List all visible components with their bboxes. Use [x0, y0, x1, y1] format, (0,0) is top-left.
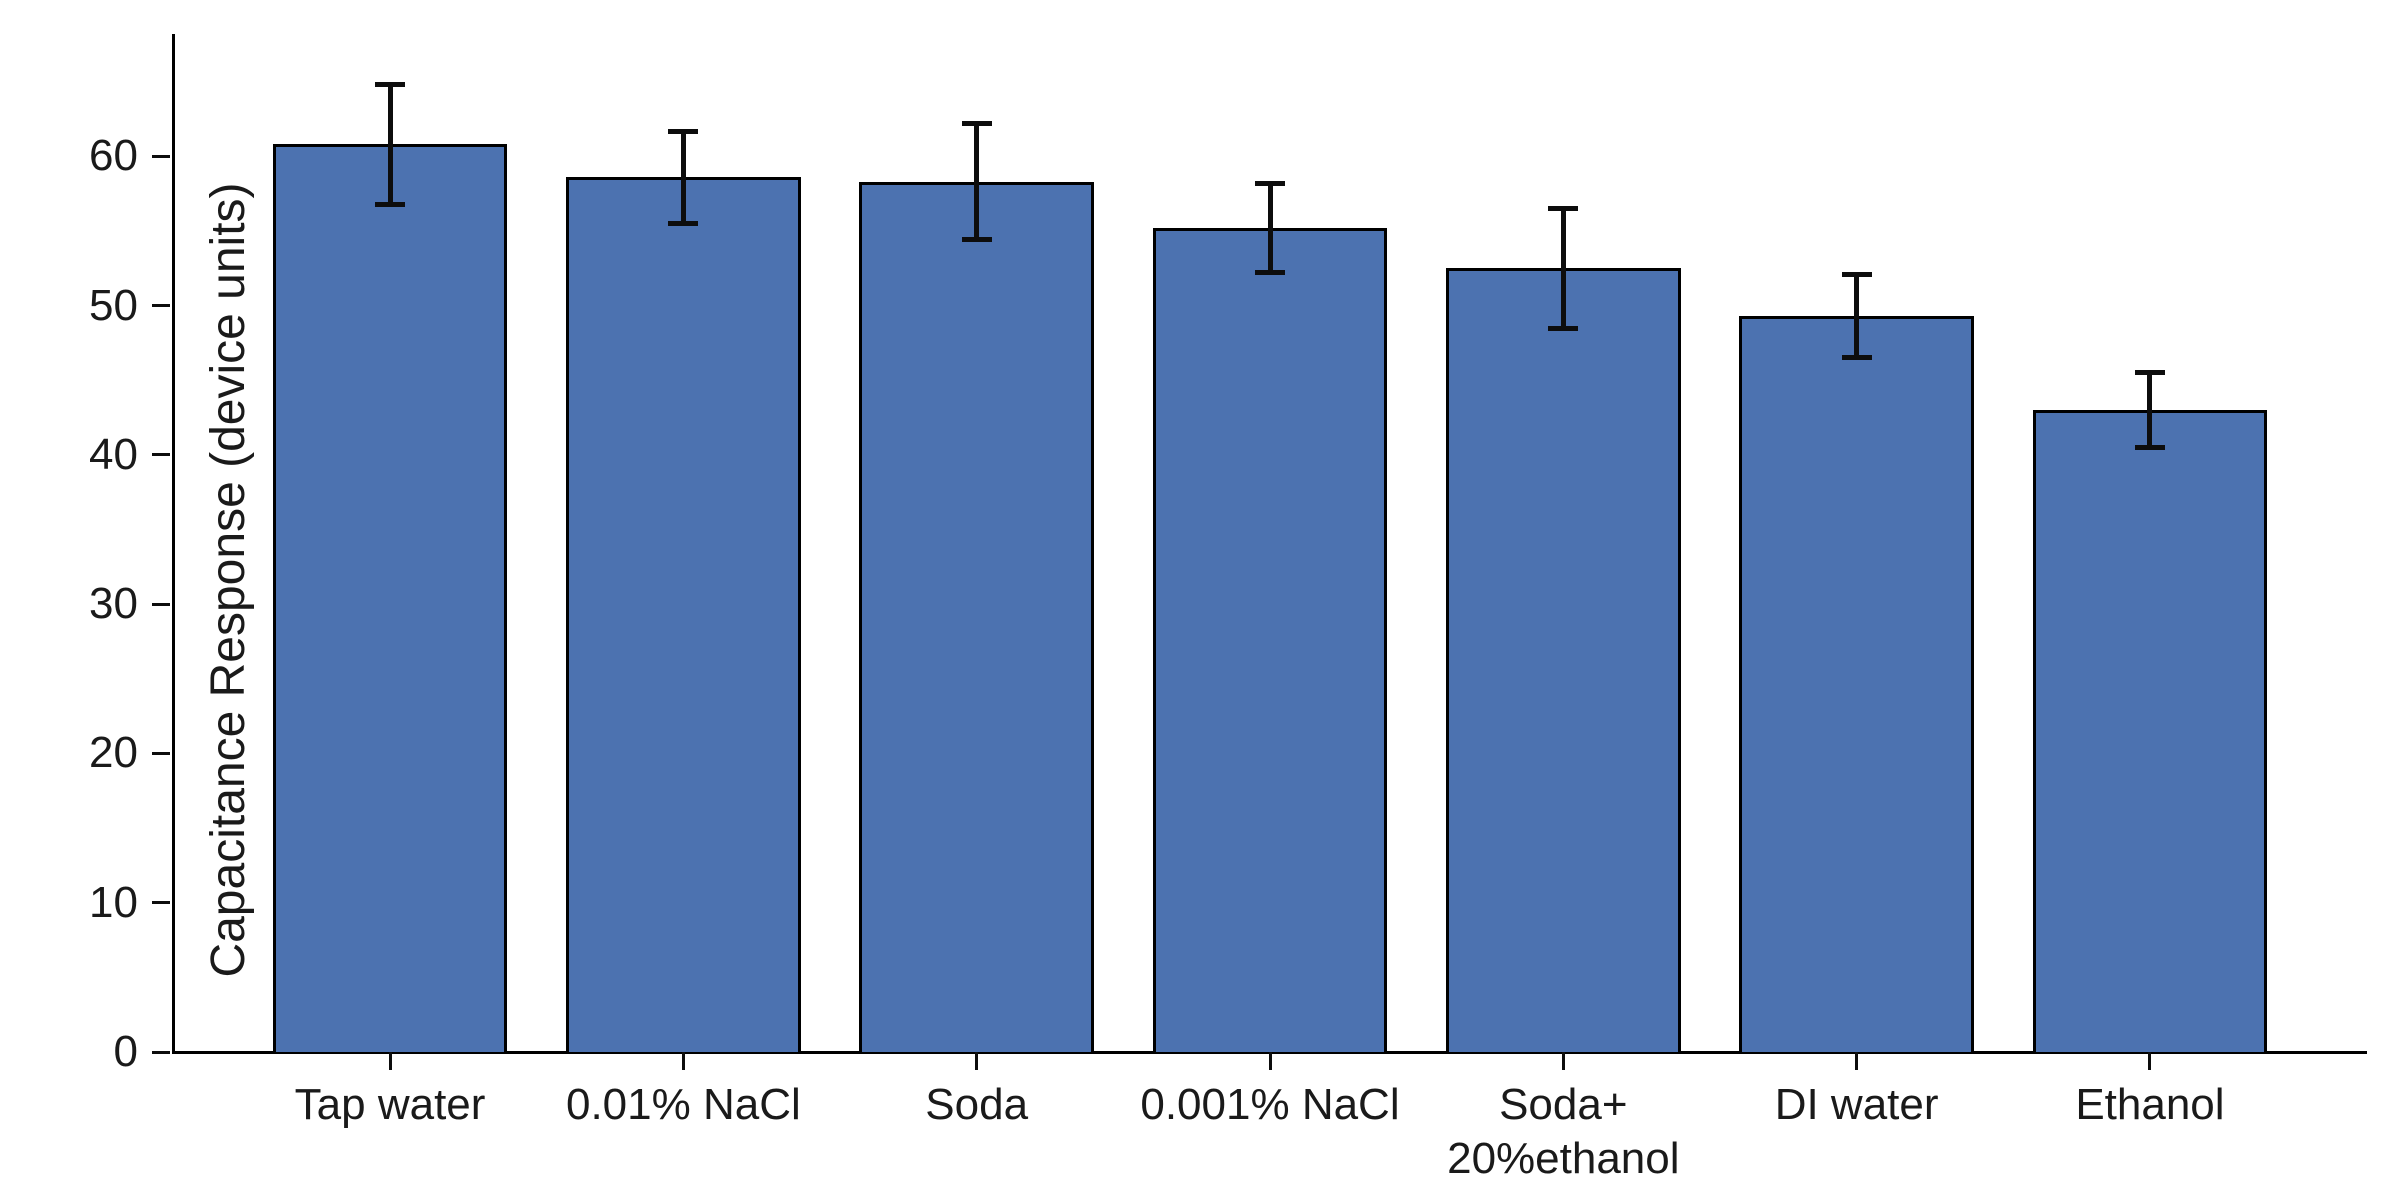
x-tick-label: DI water — [1774, 1080, 1939, 1129]
y-tick-label: 50 — [89, 280, 138, 330]
error-bar-cap-bottom — [375, 201, 406, 207]
error-bar — [680, 131, 686, 224]
y-tick-label: 10 — [89, 877, 138, 927]
bar — [1739, 316, 1974, 1052]
x-tick-mark — [388, 1052, 392, 1070]
error-bar — [2147, 372, 2153, 448]
error-bar — [974, 123, 980, 240]
y-tick-label: 20 — [89, 728, 138, 778]
bar — [1152, 228, 1388, 1052]
x-tick-label: Ethanol — [2075, 1080, 2225, 1129]
bar — [1445, 268, 1681, 1052]
x-tick-label: Soda+ 20%ethanol — [1447, 1080, 1680, 1183]
error-bar-cap-top — [2134, 370, 2165, 376]
error-bar-cap-top — [1841, 271, 1872, 277]
error-bar-cap-top — [668, 128, 699, 134]
x-tick-mark — [975, 1052, 979, 1070]
error-bar — [1854, 274, 1860, 358]
y-tick-mark — [152, 751, 170, 755]
x-tick-label: 0.001% NaCl — [1140, 1080, 1400, 1129]
x-tick-mark — [1855, 1052, 1859, 1070]
error-bar-cap-top — [1548, 206, 1579, 212]
y-axis-label: Capacitance Response (device units) — [202, 182, 255, 978]
x-tick-label: 0.01% NaCl — [565, 1080, 801, 1129]
bar — [272, 144, 508, 1052]
y-tick-mark — [152, 304, 170, 308]
bar — [566, 177, 801, 1052]
error-bar-cap-bottom — [1255, 270, 1285, 276]
x-tick-label: Soda — [925, 1080, 1029, 1129]
bar — [2032, 410, 2268, 1052]
error-bar-cap-bottom — [1548, 325, 1579, 331]
y-tick-mark — [152, 901, 170, 905]
error-bar-cap-bottom — [668, 221, 699, 227]
error-bar-cap-top — [375, 82, 406, 88]
error-bar-cap-bottom — [961, 237, 992, 243]
y-tick-mark — [152, 602, 170, 606]
y-tick-label: 40 — [89, 429, 138, 479]
x-tick-mark — [1561, 1052, 1565, 1070]
error-bar — [1267, 183, 1273, 273]
x-tick-label: Tap water — [294, 1080, 486, 1129]
error-bar-cap-bottom — [1841, 355, 1872, 361]
error-bar — [1560, 208, 1566, 329]
error-bar-cap-top — [961, 121, 992, 127]
x-tick-mark — [681, 1052, 685, 1070]
y-axis-line — [171, 34, 175, 1054]
error-bar-cap-bottom — [2134, 444, 2165, 450]
plot-area: 0 10 20 30 40 50 60 Tap water 0.01% NaCl Soda 0.0… — [89, 34, 2367, 1183]
x-tick-mark — [2148, 1052, 2152, 1070]
y-tick-mark — [152, 1050, 170, 1054]
y-tick-label: 30 — [89, 579, 138, 629]
x-tick-mark — [1268, 1052, 1272, 1070]
y-tick-label: 60 — [89, 131, 138, 181]
y-tick-mark — [152, 154, 170, 158]
error-bar-cap-top — [1255, 180, 1285, 186]
y-tick-label: 0 — [113, 1027, 138, 1076]
y-tick-mark — [152, 453, 170, 457]
bar — [859, 181, 1094, 1052]
error-bar — [387, 84, 393, 205]
